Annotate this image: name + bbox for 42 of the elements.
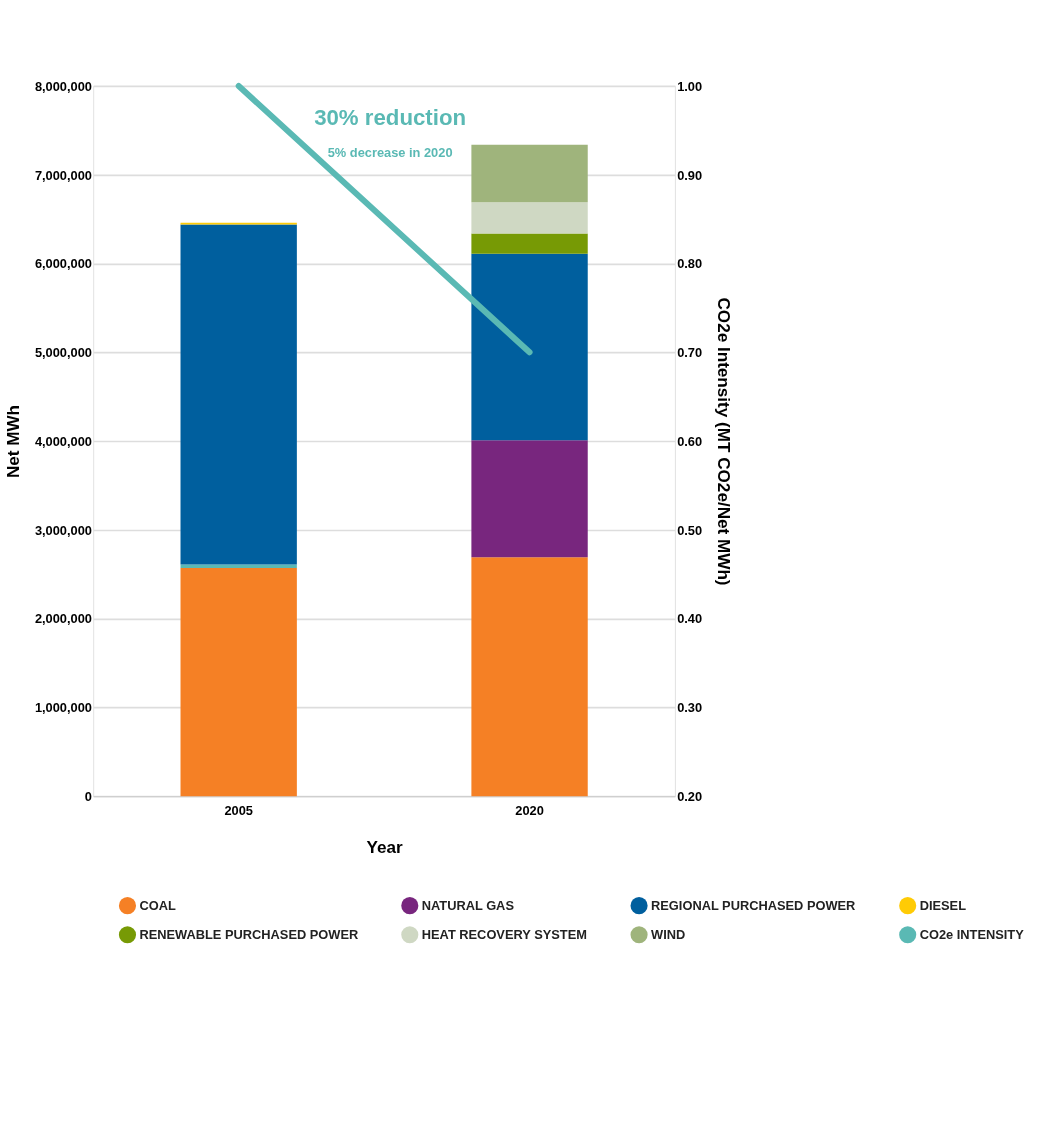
bar	[180, 568, 297, 797]
y-tick-label: 4,000,000	[34, 433, 92, 449]
legend-label: CO2e INTENSITY	[919, 927, 1025, 942]
y-tick-label: 2,000,000	[34, 611, 92, 627]
legend-label: RENEWABLE PURCHASED POWER	[139, 927, 359, 942]
y2-tick-label: 0.70	[677, 345, 703, 361]
y2-tick-label: 0.40	[677, 611, 703, 627]
y2-tick-label: 1.00	[677, 78, 703, 94]
bar	[471, 253, 588, 441]
bar	[471, 440, 588, 558]
annotation: 5% decrease in 2020	[327, 145, 453, 161]
bar	[471, 202, 588, 234]
legend-label: DIESEL	[919, 897, 967, 913]
x-tick-label: 2005	[224, 803, 253, 819]
y2-axis-title: CO2e Intensity (MT CO2e/Net MWh)	[714, 297, 734, 586]
legend-label: HEAT RECOVERY SYSTEM	[421, 927, 587, 942]
y-tick-label: 3,000,000	[34, 522, 92, 538]
bar	[471, 557, 588, 797]
y-tick-label: 6,000,000	[34, 256, 92, 272]
bar	[471, 233, 588, 254]
annotation: 30% reduction	[314, 105, 467, 131]
x-axis-title: Year	[366, 838, 403, 858]
y-tick-label: 1,000,000	[34, 700, 92, 716]
y2-tick-label: 0.20	[677, 788, 703, 804]
y-axis-title: Net MWh	[3, 404, 23, 479]
legend-label: REGIONAL PURCHASED POWER	[651, 897, 856, 913]
bar	[180, 564, 297, 569]
legend-label: NATURAL GAS	[421, 897, 515, 913]
y2-tick-label: 0.50	[677, 522, 703, 538]
y2-tick-label: 0.90	[677, 167, 703, 183]
y-tick-label: 5,000,000	[34, 345, 92, 361]
x-tick-label: 2020	[515, 803, 544, 819]
legend-label: COAL	[139, 897, 176, 913]
legend-label: WIND	[651, 927, 686, 942]
bar	[180, 224, 297, 565]
y2-tick-label: 0.80	[677, 256, 703, 272]
y2-tick-label: 0.30	[677, 700, 703, 716]
y-tick-label: 8,000,000	[34, 78, 92, 94]
y-tick-label: 7,000,000	[34, 167, 92, 183]
y2-tick-label: 0.60	[677, 433, 703, 449]
y-tick-label: 0	[84, 788, 92, 804]
bar	[471, 144, 588, 203]
